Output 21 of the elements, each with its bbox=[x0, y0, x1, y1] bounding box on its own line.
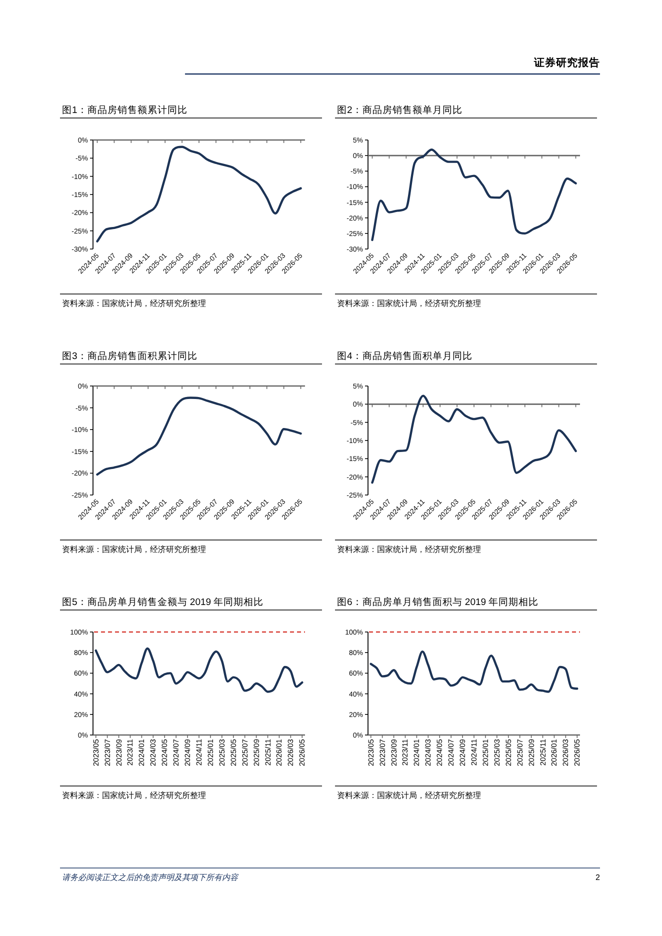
line-series bbox=[96, 396, 302, 476]
line-series bbox=[371, 394, 577, 484]
chart-title: 图3：商品房销售面积累计同比 bbox=[62, 350, 198, 362]
text: 资料来源：国家统计局，经济研究所整理 bbox=[337, 545, 481, 554]
chart-title: 图2：商品房销售额单月同比 bbox=[337, 104, 462, 116]
text: 证券研究报告 bbox=[533, 56, 600, 69]
text: 资料来源：国家统计局，经济研究所整理 bbox=[337, 791, 481, 800]
text: 资料来源：国家统计局，经济研究所整理 bbox=[62, 545, 206, 554]
text: 2 bbox=[596, 873, 601, 882]
line-series bbox=[370, 650, 578, 693]
line-series bbox=[371, 148, 577, 242]
chart-title: 图5：商品房单月销售金额与 2019 年同期相比 bbox=[62, 596, 264, 608]
chart-title: 图6：商品房单月销售面积与 2019 年同期相比 bbox=[337, 596, 539, 608]
line-series bbox=[96, 146, 302, 242]
text: 资料来源：国家统计局，经济研究所整理 bbox=[337, 299, 481, 308]
text: 资料来源：国家统计局，经济研究所整理 bbox=[62, 791, 206, 800]
text: 资料来源：国家统计局，经济研究所整理 bbox=[62, 299, 206, 308]
chart-title: 图1：商品房销售额累计同比 bbox=[62, 104, 188, 116]
text: 请务必阅读正文之后的免责声明及其项下所有内容 bbox=[62, 873, 239, 882]
chart-title: 图4：商品房销售面积单月同比 bbox=[337, 350, 472, 362]
line-series bbox=[94, 647, 304, 693]
